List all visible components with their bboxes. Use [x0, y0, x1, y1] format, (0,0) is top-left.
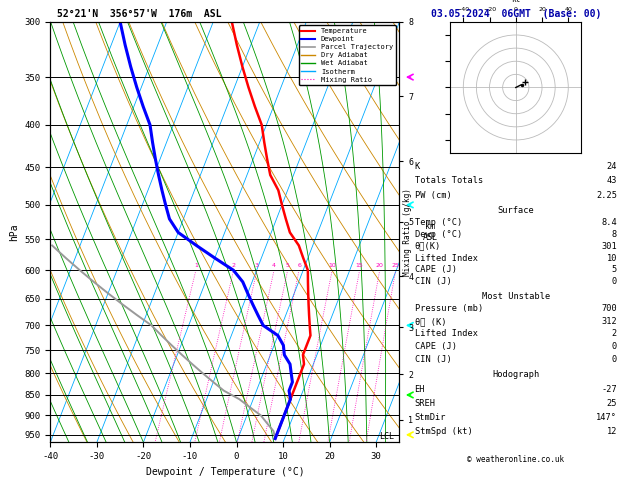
Text: Totals Totals: Totals Totals — [415, 176, 483, 185]
Text: 25: 25 — [606, 399, 617, 408]
Y-axis label: hPa: hPa — [9, 223, 19, 241]
Text: 2: 2 — [612, 330, 617, 338]
Text: 12: 12 — [606, 427, 617, 435]
Text: 301: 301 — [601, 242, 617, 251]
Text: Mixing Ratio (g/kg): Mixing Ratio (g/kg) — [403, 188, 411, 276]
Text: EH: EH — [415, 384, 425, 394]
Text: Most Unstable: Most Unstable — [482, 292, 550, 301]
Text: 5: 5 — [612, 265, 617, 275]
Text: 2.25: 2.25 — [596, 191, 617, 200]
Text: 20: 20 — [376, 263, 384, 268]
Text: 0: 0 — [612, 277, 617, 286]
X-axis label: Dewpoint / Temperature (°C): Dewpoint / Temperature (°C) — [145, 467, 304, 477]
Text: 10: 10 — [606, 254, 617, 262]
Text: θᴇ (K): θᴇ (K) — [415, 317, 446, 326]
Text: 6: 6 — [297, 263, 301, 268]
Text: K: K — [415, 162, 420, 171]
Text: LCL: LCL — [379, 432, 394, 441]
Text: CAPE (J): CAPE (J) — [415, 342, 457, 351]
Y-axis label: km
ASL: km ASL — [423, 223, 438, 242]
Text: © weatheronline.co.uk: © weatheronline.co.uk — [467, 455, 564, 464]
Text: StmSpd (kt): StmSpd (kt) — [415, 427, 472, 435]
Text: CAPE (J): CAPE (J) — [415, 265, 457, 275]
Text: 700: 700 — [601, 304, 617, 313]
Text: 43: 43 — [606, 176, 617, 185]
Text: Lifted Index: Lifted Index — [415, 330, 477, 338]
Text: Dewp (°C): Dewp (°C) — [415, 230, 462, 239]
Text: Pressure (mb): Pressure (mb) — [415, 304, 483, 313]
Text: 52°21'N  356°57'W  176m  ASL: 52°21'N 356°57'W 176m ASL — [57, 9, 221, 19]
Text: StmDir: StmDir — [415, 413, 446, 421]
Text: 4: 4 — [272, 263, 276, 268]
Legend: Temperature, Dewpoint, Parcel Trajectory, Dry Adiabat, Wet Adiabat, Isotherm, Mi: Temperature, Dewpoint, Parcel Trajectory… — [299, 25, 396, 86]
Text: 24: 24 — [606, 162, 617, 171]
Text: 10: 10 — [328, 263, 336, 268]
Text: CIN (J): CIN (J) — [415, 277, 451, 286]
Text: SREH: SREH — [415, 399, 435, 408]
Text: 15: 15 — [356, 263, 364, 268]
Text: 03.05.2024  06GMT  (Base: 00): 03.05.2024 06GMT (Base: 00) — [431, 9, 601, 19]
Text: θᴇ(K): θᴇ(K) — [415, 242, 441, 251]
Text: 0: 0 — [612, 355, 617, 364]
Text: 3: 3 — [255, 263, 259, 268]
Text: PW (cm): PW (cm) — [415, 191, 451, 200]
Text: 25: 25 — [392, 263, 399, 268]
Text: Hodograph: Hodograph — [492, 370, 540, 380]
Text: 312: 312 — [601, 317, 617, 326]
Text: CIN (J): CIN (J) — [415, 355, 451, 364]
Text: Surface: Surface — [498, 207, 534, 215]
Text: Temp (°C): Temp (°C) — [415, 218, 462, 227]
Text: 2: 2 — [231, 263, 236, 268]
Text: Lifted Index: Lifted Index — [415, 254, 477, 262]
Text: 0: 0 — [612, 342, 617, 351]
Text: 5: 5 — [286, 263, 289, 268]
Text: 1: 1 — [194, 263, 198, 268]
Text: 8.4: 8.4 — [601, 218, 617, 227]
Text: 147°: 147° — [596, 413, 617, 421]
Text: -27: -27 — [601, 384, 617, 394]
Text: 8: 8 — [612, 230, 617, 239]
X-axis label: kt: kt — [511, 0, 520, 3]
